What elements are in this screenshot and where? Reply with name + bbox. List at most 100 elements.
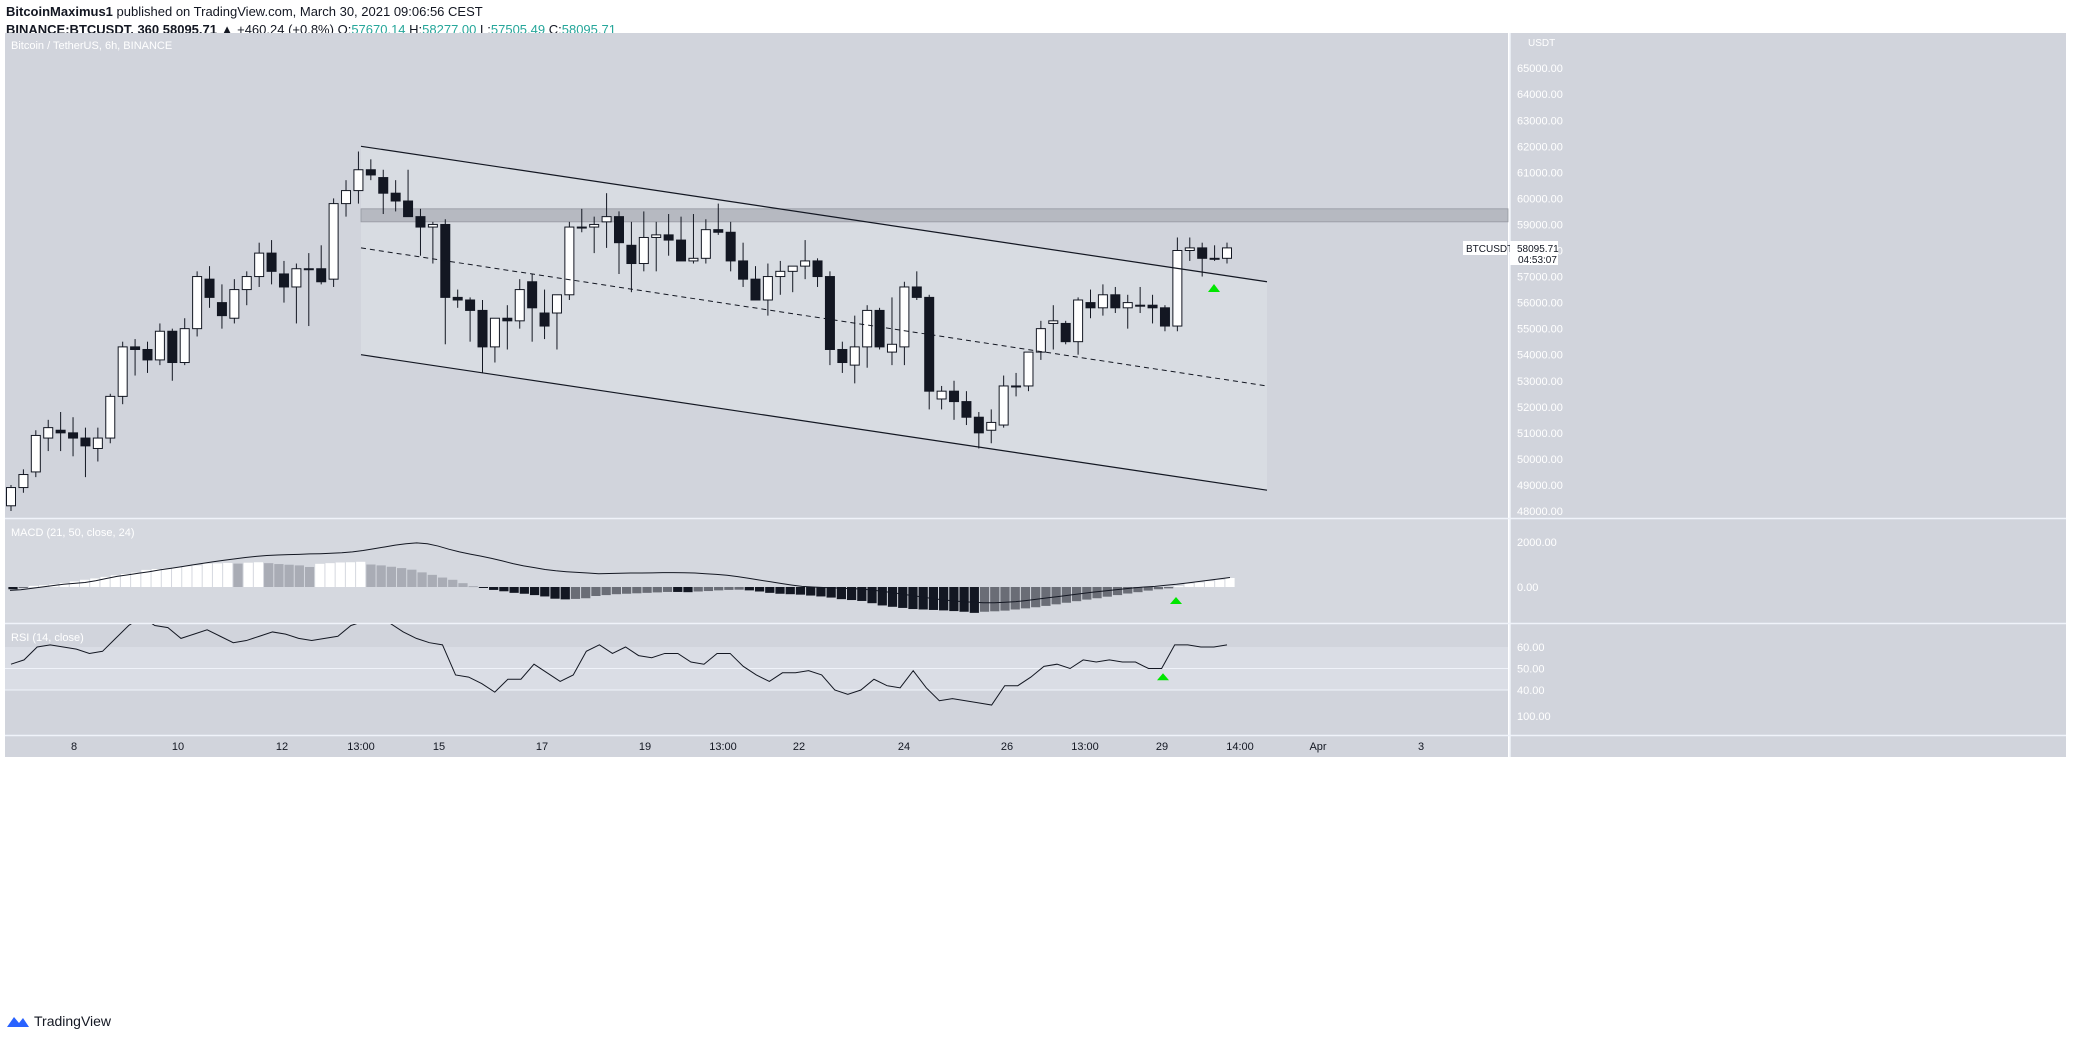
resistance-zone (360, 208, 1509, 223)
macd-histogram-bar (560, 587, 570, 600)
candle-body (924, 296, 935, 392)
macd-line (9, 542, 1231, 604)
candle-body (1135, 304, 1146, 307)
candle-body (576, 226, 587, 229)
candle-body (278, 273, 289, 288)
candle-body (651, 234, 662, 238)
chart-title: Bitcoin / TetherUS, 6h, BINANCE (11, 40, 172, 52)
macd-histogram-bar (437, 577, 448, 587)
candle-body (266, 252, 277, 272)
macd-histogram-bar (714, 587, 724, 591)
candle-body (589, 223, 600, 228)
price-tick-label: 60000.00 (1517, 193, 1563, 205)
macd-histogram-bar (1194, 582, 1204, 587)
macd-histogram-bar (448, 579, 458, 587)
candle-body (837, 348, 848, 364)
candle-body (1122, 302, 1133, 309)
time-tick-label: 13:00 (709, 741, 737, 753)
candle-body (812, 260, 823, 278)
candle-body (216, 302, 227, 317)
price-tick-label: 53000.00 (1517, 376, 1563, 388)
rsi-label: RSI (14, close) (11, 632, 84, 644)
candle-body (998, 385, 1009, 426)
candle-body (1197, 247, 1208, 259)
macd-histogram-bar (806, 587, 816, 596)
author-name[interactable]: BitcoinMaximus1 (6, 4, 113, 19)
macd-histogram-bar (1133, 587, 1143, 593)
candle-body (874, 309, 885, 348)
price-tick-label: 55000.00 (1517, 324, 1563, 336)
footer-brand[interactable]: TradingView (6, 1013, 111, 1029)
price-tick-label: 62000.00 (1517, 141, 1563, 153)
candle-body (849, 346, 860, 366)
candle-body (68, 432, 79, 439)
candle-body (105, 395, 116, 439)
macd-tick-label: 2000.00 (1517, 537, 1557, 549)
candle-body (688, 257, 699, 262)
candle-body (638, 236, 649, 265)
macd-histogram-bar (1153, 587, 1164, 590)
macd-histogram-bar (1204, 581, 1215, 587)
candle-body (328, 203, 339, 280)
macd-histogram-bar (69, 581, 79, 587)
macd-histogram-bar (315, 563, 325, 587)
candle-body (415, 216, 426, 228)
price-axis-band (1510, 33, 2066, 757)
macd-histogram-bar (1143, 587, 1153, 591)
macd-histogram-bar (949, 587, 959, 612)
candle-body (1097, 294, 1108, 309)
price-tick-label: 63000.00 (1517, 115, 1563, 127)
macd-histogram-bar (284, 564, 294, 587)
macd-histogram-bar (826, 587, 836, 598)
candle-body (1085, 302, 1096, 309)
breakout-arrow-icon (1208, 283, 1220, 292)
macd-histogram-bar (182, 566, 192, 587)
macd-histogram-bar (264, 563, 274, 587)
macd-histogram-bar (754, 587, 765, 592)
macd-histogram-bar (1031, 587, 1041, 608)
macd-histogram-bar (683, 587, 693, 593)
time-tick-label: 10 (172, 741, 184, 753)
price-tick-label: 48000.00 (1517, 506, 1563, 518)
time-tick-label: 19 (639, 741, 651, 753)
candle-body (564, 226, 575, 296)
rsi-cross-arrow-icon (1157, 673, 1169, 681)
macd-histogram-bar (407, 569, 417, 587)
macd-histogram-bar (652, 587, 662, 593)
macd-histogram-bar (887, 587, 898, 607)
macd-histogram-bar (110, 575, 120, 587)
candle-body (117, 346, 128, 397)
candle-body (427, 223, 438, 228)
macd-histogram-bar (1102, 587, 1112, 597)
price-tick-label: 61000.00 (1517, 167, 1563, 179)
currency-label: USDT (1528, 38, 1555, 49)
macd-histogram-bar (519, 587, 529, 594)
candle-body (192, 276, 203, 330)
candle-body (539, 312, 550, 327)
candle-body (365, 169, 376, 176)
macd-histogram-bar (202, 563, 212, 587)
macd-histogram-bar (8, 587, 18, 590)
candle-body (775, 270, 786, 278)
rsi-tick-label: 50.00 (1517, 664, 1545, 676)
candle-body (1110, 294, 1121, 309)
rsi-tick-label: 100.00 (1517, 711, 1551, 723)
price-tick-label: 49000.00 (1517, 480, 1563, 492)
candle-body (1023, 351, 1034, 387)
macd-histogram-bar (877, 587, 887, 606)
macd-histogram-bar (570, 587, 581, 599)
time-tick-label: 24 (898, 741, 910, 753)
macd-histogram-bar (141, 569, 151, 587)
macd-cross-arrow-icon (1170, 597, 1182, 604)
candle-body (1060, 322, 1071, 343)
candle-body (936, 390, 947, 400)
macd-histogram-bar (489, 587, 499, 590)
candle-body (1222, 247, 1232, 259)
macd-histogram-bar (335, 562, 345, 587)
macd-histogram-bar (253, 562, 264, 587)
candle-body (1147, 304, 1158, 309)
macd-histogram-bar (632, 587, 642, 594)
macd-histogram-bar (693, 587, 703, 592)
candle-body (18, 474, 29, 489)
